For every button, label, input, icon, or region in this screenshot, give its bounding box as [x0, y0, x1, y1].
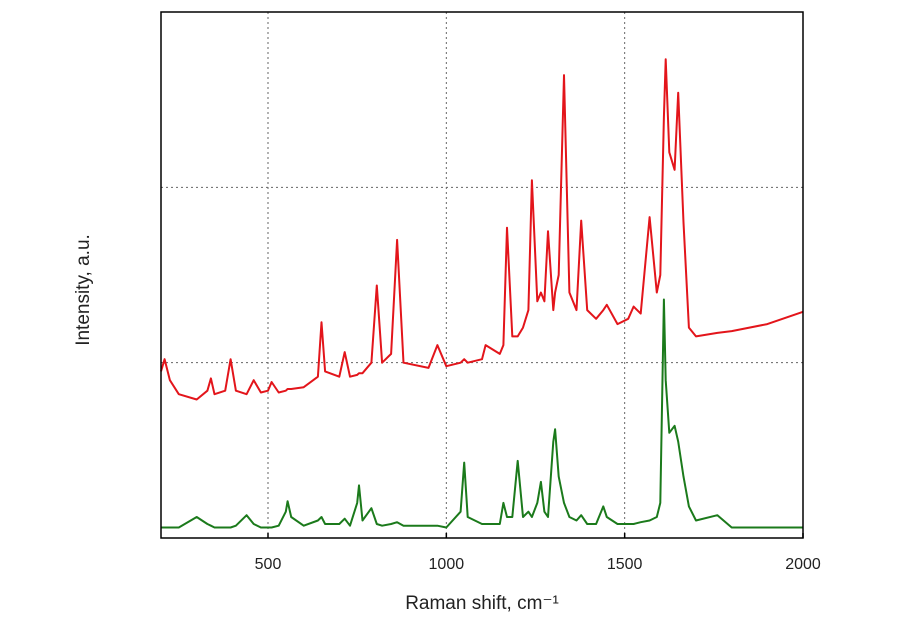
spectrum-line — [161, 298, 803, 529]
x-axis-title: Raman shift, cm⁻¹ — [405, 593, 559, 614]
plot-frame — [160, 11, 804, 539]
y-axis-title: Intensity, a.u. — [73, 234, 94, 346]
x-tick-label: 1000 — [429, 556, 465, 573]
spectrum-line — [160, 58, 804, 401]
x-tick-label: 1500 — [607, 556, 643, 573]
x-tick-label: 2000 — [785, 556, 821, 573]
x-tick-label: 500 — [255, 556, 282, 573]
